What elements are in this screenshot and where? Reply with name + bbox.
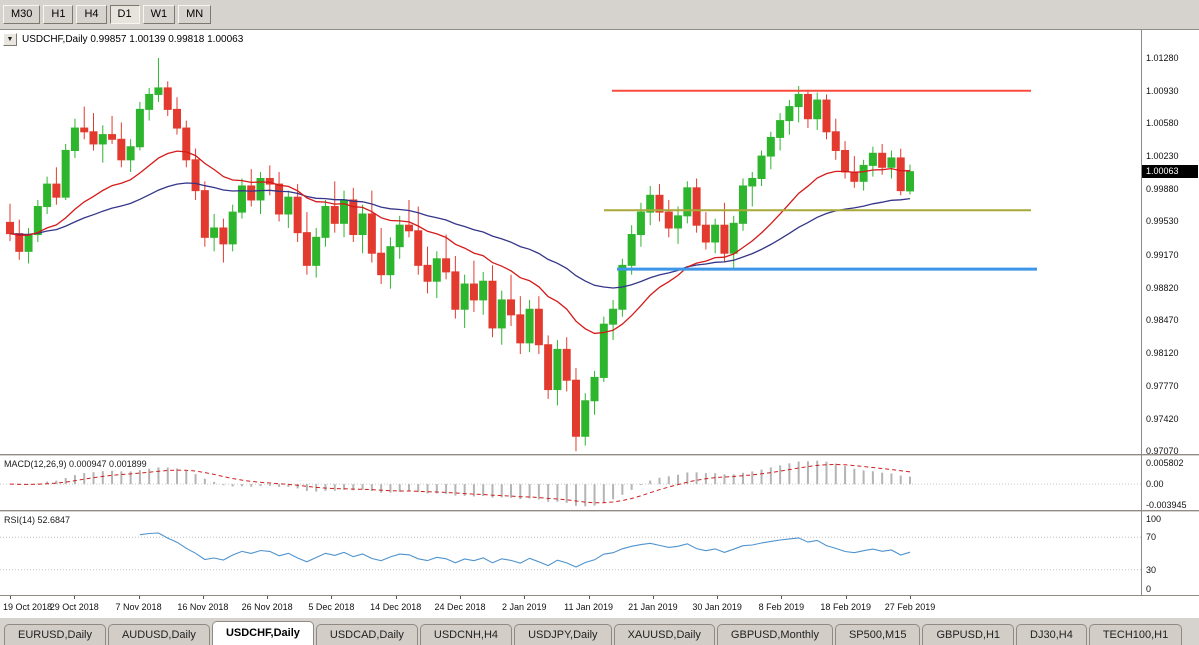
date-axis-label: 7 Nov 2018 bbox=[115, 602, 162, 612]
tab-audusd-daily[interactable]: AUDUSD,Daily bbox=[107, 624, 210, 645]
price-axis-label: 1.01280 bbox=[1146, 53, 1179, 64]
price-axis-label: 0.98120 bbox=[1146, 348, 1179, 359]
date-tick bbox=[845, 596, 847, 599]
pane-divider[interactable] bbox=[0, 454, 1199, 457]
rsi-axis-label: 0 bbox=[1146, 584, 1152, 594]
date-tick bbox=[202, 596, 204, 599]
date-axis-label: 11 Jan 2019 bbox=[564, 602, 614, 612]
date-tick bbox=[138, 596, 140, 599]
timeframe-toolbar: M30 H1 H4 D1 W1 MN bbox=[0, 0, 1199, 29]
timeframe-button-w1[interactable]: W1 bbox=[142, 5, 176, 24]
timeframe-button-mn[interactable]: MN bbox=[178, 5, 212, 24]
rsi-chart[interactable] bbox=[0, 513, 1141, 594]
macd-label: MACD(12,26,9) 0.000947 0.001899 bbox=[4, 459, 147, 469]
rsi-axis-label: 100 bbox=[1146, 514, 1162, 524]
date-axis-label: 8 Feb 2019 bbox=[758, 602, 805, 612]
date-axis-label: 18 Feb 2019 bbox=[820, 602, 871, 612]
tab-gbpusd-monthly[interactable]: GBPUSD,Monthly bbox=[716, 624, 833, 645]
chart-window[interactable]: MACD(12,26,9) 0.000947 0.001899 RSI(14) … bbox=[0, 29, 1199, 618]
date-axis-label: 30 Jan 2019 bbox=[692, 602, 742, 612]
date-tick bbox=[717, 596, 719, 599]
macd-axis-label: -0.003945 bbox=[1146, 500, 1187, 510]
price-axis-label: 1.00580 bbox=[1146, 118, 1179, 129]
date-tick bbox=[588, 596, 590, 599]
date-axis-label: 5 Dec 2018 bbox=[308, 602, 355, 612]
macd-chart[interactable] bbox=[0, 457, 1141, 510]
tab-usdchf-daily[interactable]: USDCHF,Daily bbox=[211, 621, 314, 645]
current-price-tag: 1.00063 bbox=[1142, 165, 1198, 179]
price-axis-separator bbox=[1141, 30, 1142, 595]
macd-axis-label: 0.005802 bbox=[1146, 458, 1184, 468]
date-axis[interactable]: 19 Oct 2018 29 Oct 2018 7 Nov 2018 16 Nov 2… bbox=[0, 595, 1199, 618]
price-axis-label: 1.00930 bbox=[1146, 85, 1179, 96]
price-axis-label: 1.00230 bbox=[1146, 151, 1179, 162]
price-axis-label: 0.99880 bbox=[1146, 183, 1179, 194]
tab-eurusd-daily[interactable]: EURUSD,Daily bbox=[4, 624, 106, 645]
tab-xauusd-daily[interactable]: XAUUSD,Daily bbox=[613, 624, 715, 645]
macd-pane[interactable]: MACD(12,26,9) 0.000947 0.001899 bbox=[0, 457, 1141, 510]
rsi-axis-label: 70 bbox=[1146, 532, 1157, 543]
date-axis-label: 14 Dec 2018 bbox=[370, 602, 422, 612]
date-axis-label: 26 Nov 2018 bbox=[241, 602, 293, 612]
timeframe-button-h1[interactable]: H1 bbox=[43, 5, 74, 24]
date-tick bbox=[331, 596, 333, 599]
price-axis-label: 0.97420 bbox=[1146, 413, 1179, 424]
price-pane[interactable] bbox=[0, 30, 1141, 454]
date-tick bbox=[10, 596, 11, 599]
date-axis-label: 29 Oct 2018 bbox=[49, 602, 99, 612]
rsi-label: RSI(14) 52.6847 bbox=[4, 515, 71, 525]
price-axis-label: 0.97070 bbox=[1146, 446, 1179, 457]
tab-usdjpy-daily[interactable]: USDJPY,Daily bbox=[514, 624, 612, 645]
date-tick bbox=[267, 596, 269, 599]
tab-tech100-h1[interactable]: TECH100,H1 bbox=[1088, 624, 1183, 645]
date-axis-label: 16 Nov 2018 bbox=[177, 602, 229, 612]
date-axis-label: 21 Jan 2019 bbox=[628, 602, 678, 612]
timeframe-button-h4[interactable]: H4 bbox=[76, 5, 107, 24]
chart-symbol-ohlc-label: USDCHF,Daily 0.99857 1.00139 0.99818 1.0… bbox=[22, 34, 244, 45]
tab-dj30-h4[interactable]: DJ30,H4 bbox=[1016, 624, 1087, 645]
tab-gbpusd-h1[interactable]: GBPUSD,H1 bbox=[922, 624, 1015, 645]
price-axis-label: 0.99170 bbox=[1146, 250, 1179, 261]
date-tick bbox=[910, 596, 911, 599]
date-tick bbox=[395, 596, 397, 599]
pane-divider[interactable] bbox=[0, 510, 1199, 513]
macd-axis-label: 0.00 bbox=[1146, 479, 1164, 490]
tab-usdcad-daily[interactable]: USDCAD,Daily bbox=[315, 624, 418, 645]
symbol-tab-bar: EURUSD,Daily AUDUSD,Daily USDCHF,Daily USDC… bbox=[0, 617, 1199, 645]
date-axis-label: 2 Jan 2019 bbox=[502, 602, 547, 612]
date-axis-label: 27 Feb 2019 bbox=[884, 602, 936, 612]
chevron-down-icon[interactable]: ▼ bbox=[3, 33, 17, 46]
date-axis-label: 24 Dec 2018 bbox=[434, 602, 486, 612]
date-axis-label: 19 Oct 2018 bbox=[3, 602, 53, 612]
rsi-pane[interactable]: RSI(14) 52.6847 bbox=[0, 513, 1141, 594]
timeframe-button-m30[interactable]: M30 bbox=[3, 5, 41, 24]
tab-sp500-m15[interactable]: SP500,M15 bbox=[834, 624, 921, 645]
date-tick bbox=[652, 596, 654, 599]
price-axis-label: 0.99530 bbox=[1146, 216, 1179, 227]
date-tick bbox=[781, 596, 783, 599]
price-axis-label: 0.98820 bbox=[1146, 282, 1179, 293]
timeframe-button-d1[interactable]: D1 bbox=[109, 5, 140, 24]
price-axis-label: 0.98470 bbox=[1146, 315, 1179, 326]
date-tick bbox=[524, 596, 526, 599]
price-axis-label: 0.97770 bbox=[1146, 380, 1179, 391]
date-tick bbox=[74, 596, 76, 599]
tab-usdcnh-h4[interactable]: USDCNH,H4 bbox=[419, 624, 513, 645]
date-tick bbox=[460, 596, 461, 599]
rsi-axis-label: 30 bbox=[1146, 564, 1157, 575]
candlestick-chart[interactable] bbox=[0, 30, 1141, 454]
